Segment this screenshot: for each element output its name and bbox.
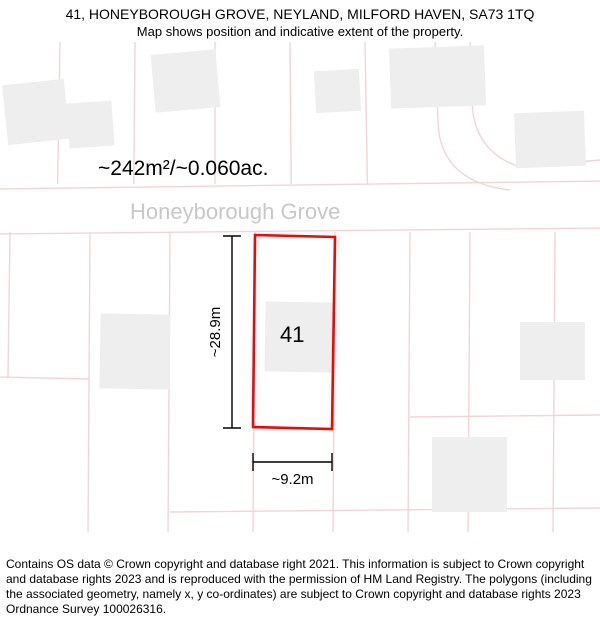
building — [151, 49, 221, 112]
page-title: 41, HONEYBOROUGH GROVE, NEYLAND, MILFORD… — [0, 6, 600, 22]
building — [314, 69, 361, 113]
building — [66, 100, 114, 148]
height-dim-label: ~28.9m — [207, 307, 224, 357]
building — [99, 313, 170, 389]
map-canvas: Honeyborough Grove ~242m²/~0.060ac. 41 ~28.… — [0, 42, 600, 532]
building — [389, 45, 486, 108]
building — [514, 111, 586, 168]
building — [520, 322, 585, 380]
width-dim-label: ~9.2m — [271, 471, 313, 488]
house-number-label: 41 — [280, 322, 304, 347]
area-label: ~242m²/~0.060ac. — [98, 157, 268, 180]
page-subtitle: Map shows position and indicative extent… — [0, 24, 600, 39]
street-name-label: Honeyborough Grove — [130, 199, 340, 224]
copyright-text: Contains OS data © Crown copyright and d… — [6, 557, 594, 617]
building — [2, 79, 70, 145]
building — [432, 437, 507, 512]
